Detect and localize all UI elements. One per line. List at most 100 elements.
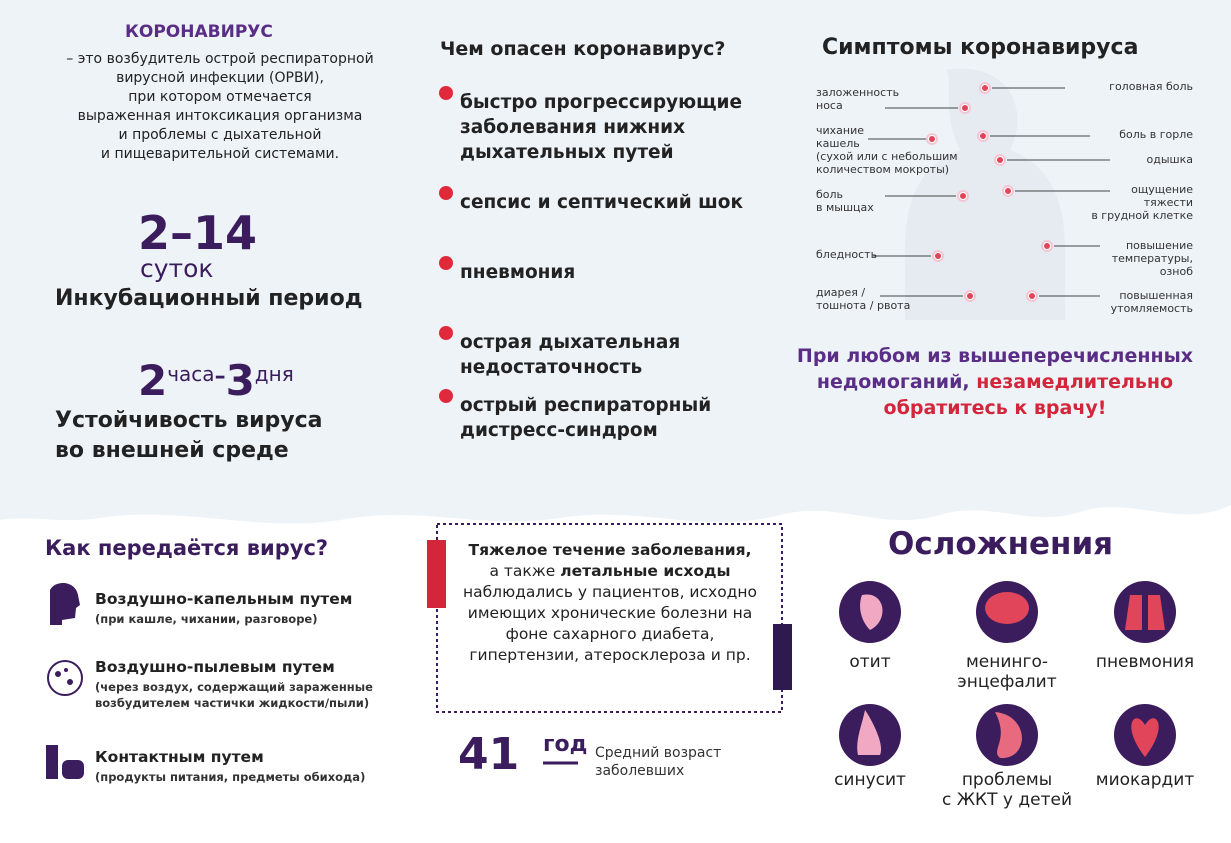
complication-label: пневмония — [1070, 652, 1220, 672]
symptom-leaders — [868, 87, 1110, 297]
transmission-title: Воздушно-капельным путем — [95, 590, 353, 608]
complication-label: проблемы с ЖКТ у детей — [932, 770, 1082, 810]
text-line: повышение — [1125, 239, 1193, 252]
stability-label: Устойчивость вируса во внешней среде — [55, 406, 323, 466]
text-line: синусит — [834, 770, 906, 790]
text-line: головная боль — [1109, 80, 1193, 93]
symptom-label: повышенная утомляемость — [1111, 289, 1193, 315]
symptom-label: повышение температуры, озноб — [1112, 239, 1193, 278]
text-line: дистресс-синдром — [460, 420, 658, 441]
red-bar — [427, 540, 446, 608]
bullet — [439, 256, 453, 270]
text-line: и проблемы с дыхательной — [118, 127, 322, 143]
warning-plain: При любом из вышеперечисленных недомоган… — [796, 345, 1194, 393]
transmission-title: Воздушно-пылевым путем — [95, 658, 335, 676]
complication-label: менинго-энцефалит — [932, 652, 1082, 692]
text-line: дыхательных путей — [460, 142, 674, 163]
symptom-label: чихание кашель (сухой или с небольшим колич… — [816, 124, 958, 176]
top-background — [0, 0, 1231, 524]
stability-dash: – — [214, 364, 226, 389]
text-line: повышенная — [1119, 289, 1193, 302]
symptom-dot — [926, 133, 938, 145]
bullet — [439, 389, 453, 403]
text-line: боль — [816, 188, 844, 201]
text-line: пневмония — [460, 262, 576, 283]
symptom-dot — [1026, 290, 1038, 302]
text-line: бледность — [816, 248, 878, 261]
stability-to: 3 — [225, 356, 255, 405]
text-line: боль в горле — [1119, 128, 1193, 141]
bullet — [439, 186, 453, 200]
text-line: острая дыхательная — [460, 332, 681, 353]
text-line: выраженная интоксикация организма — [77, 108, 363, 124]
symptom-dot — [959, 102, 971, 114]
text-line: при котором отмечается — [128, 89, 312, 105]
incubation-unit: суток — [140, 254, 214, 283]
complications-title: Осложнения — [888, 526, 1114, 562]
text-line: – это возбудитель острой респираторной — [66, 51, 374, 67]
text-line: вирусной инфекции (ОРВИ), — [116, 70, 324, 86]
text-line: кашель — [816, 137, 860, 150]
text-line: заболевших — [595, 763, 685, 779]
text-line: диарея / — [816, 286, 866, 299]
symptom-label: одышка — [1147, 153, 1193, 166]
text-line: заложенность — [816, 86, 900, 99]
warning-emphasis: незамедлительно обратитесь к врачу! — [883, 371, 1174, 419]
text-line: менинго- — [965, 652, 1049, 672]
symptom-label: боль в горле — [1119, 128, 1193, 141]
text-line: в грудной клетке — [1091, 209, 1193, 222]
text-line: Устойчивость вируса — [55, 408, 323, 433]
complication-icons — [839, 581, 1176, 766]
stability-to-unit: дня — [254, 362, 294, 386]
transmission-note: (продукты питания, предметы обихода) — [95, 769, 365, 785]
age-number: 41 — [458, 729, 520, 780]
text-line: миокардит — [1095, 770, 1195, 790]
text-line: быстро прогрессирующие — [460, 92, 743, 113]
text-line: отит — [849, 652, 891, 672]
text-line: озноб — [1159, 265, 1193, 278]
symptom-label: диарея / тошнота / рвота — [816, 286, 910, 312]
text-line: возбудителем частички жидкости/пыли) — [95, 696, 370, 710]
text-line: во внешней среде — [55, 438, 289, 463]
transmission-note: (при кашле, чихании, разговоре) — [95, 611, 317, 627]
text-line: энцефалит — [957, 672, 1057, 692]
incubation-label: Инкубационный период — [55, 286, 363, 311]
age-label: Средний возраст заболевших — [595, 744, 721, 780]
symptom-label: боль в мышцах — [816, 188, 874, 214]
text-line: Средний возраст — [595, 745, 722, 761]
stability-from: 2 — [138, 356, 168, 405]
symptom-label: ощущение тяжести в грудной клетке — [1091, 183, 1193, 222]
text-line: носа — [816, 99, 843, 112]
symptom-dot — [1002, 185, 1014, 197]
incubation-number: 2–14 — [138, 206, 258, 260]
text-line: ощущение — [1131, 183, 1193, 196]
symptom-label: заложенность носа — [816, 86, 899, 112]
symptom-dot — [994, 154, 1006, 166]
warning: При любом из вышеперечисленных недомоган… — [795, 343, 1195, 421]
text-line: острый респираторный — [460, 395, 712, 416]
text-line: температуры, — [1111, 252, 1193, 265]
text-line: проблемы — [961, 770, 1053, 790]
severe-text-part: а также — [489, 562, 556, 580]
danger-item: острый респираторный дистресс-синдром — [460, 393, 711, 443]
bullet — [439, 86, 453, 100]
stability-from-unit: часа — [167, 362, 215, 386]
text-line: утомляемость — [1110, 302, 1193, 315]
intro-text: – это возбудитель острой респираторной ви… — [30, 50, 410, 164]
text-line: сепсис и септический шок — [460, 192, 744, 213]
text-line: (сухой или с небольшим — [816, 150, 958, 163]
text-line: пневмония — [1095, 652, 1195, 672]
text-line: (при кашле, чихании, разговоре) — [95, 612, 318, 626]
severe-bold: летальные исходы — [560, 562, 731, 580]
symptom-dot — [1041, 240, 1053, 252]
symptom-dot — [957, 190, 969, 202]
text-line: чихание — [816, 124, 865, 137]
text-line: заболевания нижних — [460, 117, 686, 138]
stability-value: 2часа–3дня — [138, 352, 294, 403]
transmission-note: (через воздух, содержащий зараженные возб… — [95, 679, 373, 711]
severe-box — [436, 523, 783, 713]
symptom-dot — [977, 130, 989, 142]
symptom-dot — [979, 82, 991, 94]
